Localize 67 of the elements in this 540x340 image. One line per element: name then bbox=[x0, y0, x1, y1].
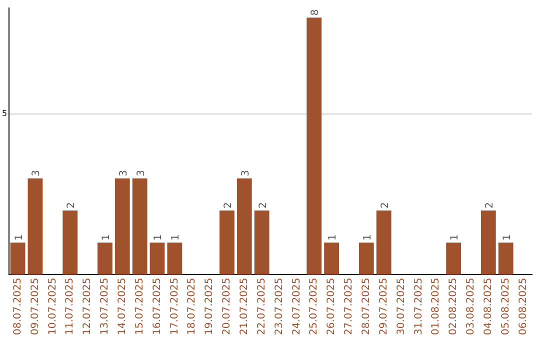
x-tick-label: 15.07.2025 bbox=[134, 278, 146, 336]
bar bbox=[98, 242, 112, 275]
data-label: 1 bbox=[170, 234, 182, 241]
x-tick-label: 26.07.2025 bbox=[326, 278, 338, 336]
data-label: 3 bbox=[240, 170, 252, 176]
x-tick-label: 23.07.2025 bbox=[274, 278, 285, 336]
data-label: 2 bbox=[258, 202, 269, 208]
data-label: 1 bbox=[450, 234, 461, 241]
x-tick-label: 16.07.2025 bbox=[152, 278, 163, 336]
data-label: 3 bbox=[118, 170, 130, 176]
data-label: 2 bbox=[222, 202, 234, 208]
bar bbox=[324, 242, 340, 275]
x-tick-label: 24.07.2025 bbox=[291, 278, 302, 336]
bar bbox=[150, 242, 165, 275]
x-tick-label: 02.08.2025 bbox=[448, 278, 460, 336]
x-tick-label: 03.08.2025 bbox=[466, 278, 477, 336]
data-label: 1 bbox=[14, 234, 25, 241]
x-tick-label: 08.07.2025 bbox=[12, 278, 24, 336]
bar bbox=[376, 210, 392, 275]
data-label: 2 bbox=[484, 202, 496, 208]
x-tick-label: 31.07.2025 bbox=[413, 278, 424, 336]
bar bbox=[480, 210, 496, 275]
x-tick-label: 21.07.2025 bbox=[238, 278, 250, 336]
data-label: 1 bbox=[328, 234, 339, 241]
x-tick-label: 19.07.2025 bbox=[204, 278, 216, 336]
x-tick-label: 09.07.2025 bbox=[30, 278, 41, 336]
x-tick-label: 13.07.2025 bbox=[100, 278, 111, 336]
x-tick-label: 18.07.2025 bbox=[186, 278, 198, 336]
bar bbox=[498, 242, 514, 275]
bar bbox=[167, 242, 182, 275]
x-tick-label: 30.07.2025 bbox=[396, 278, 407, 336]
bar bbox=[358, 242, 374, 275]
data-label: 2 bbox=[66, 202, 78, 208]
x-tick-label: 05.08.2025 bbox=[500, 278, 512, 336]
x-tick-label: 04.08.2025 bbox=[483, 278, 494, 336]
x-tick-label: 22.07.2025 bbox=[256, 278, 268, 336]
bar bbox=[446, 242, 462, 275]
bar bbox=[254, 210, 270, 275]
x-tick-label: 14.07.2025 bbox=[116, 278, 128, 336]
bar bbox=[28, 178, 43, 275]
bar bbox=[132, 178, 148, 275]
x-tick-label: 28.07.2025 bbox=[361, 278, 372, 336]
data-label: 3 bbox=[31, 170, 42, 176]
bar bbox=[236, 178, 252, 275]
x-tick-label: 12.07.2025 bbox=[82, 278, 94, 336]
bar bbox=[306, 18, 322, 275]
data-label: 1 bbox=[100, 234, 112, 241]
x-tick-label: 11.07.2025 bbox=[64, 278, 76, 336]
data-label: 1 bbox=[502, 234, 513, 241]
data-label: 2 bbox=[380, 202, 391, 208]
x-tick-label: 01.08.2025 bbox=[430, 278, 442, 336]
data-label: 1 bbox=[362, 234, 374, 241]
x-tick-label: 27.07.2025 bbox=[344, 278, 355, 336]
bar bbox=[114, 178, 130, 275]
data-label: 1 bbox=[153, 234, 164, 241]
y-tick-label: 5 bbox=[2, 109, 8, 118]
x-tick-label: 06.08.2025 bbox=[518, 278, 529, 336]
data-label: 8 bbox=[310, 9, 322, 16]
bar bbox=[62, 210, 78, 275]
x-tick-label: 29.07.2025 bbox=[378, 278, 390, 336]
x-tick-label: 20.07.2025 bbox=[222, 278, 233, 336]
x-tick-label: 10.07.2025 bbox=[47, 278, 58, 336]
bar bbox=[220, 210, 234, 275]
x-tick-label: 25.07.2025 bbox=[308, 278, 320, 336]
data-label: 3 bbox=[136, 170, 147, 176]
bar bbox=[10, 242, 26, 275]
x-tick-label: 17.07.2025 bbox=[169, 278, 180, 336]
